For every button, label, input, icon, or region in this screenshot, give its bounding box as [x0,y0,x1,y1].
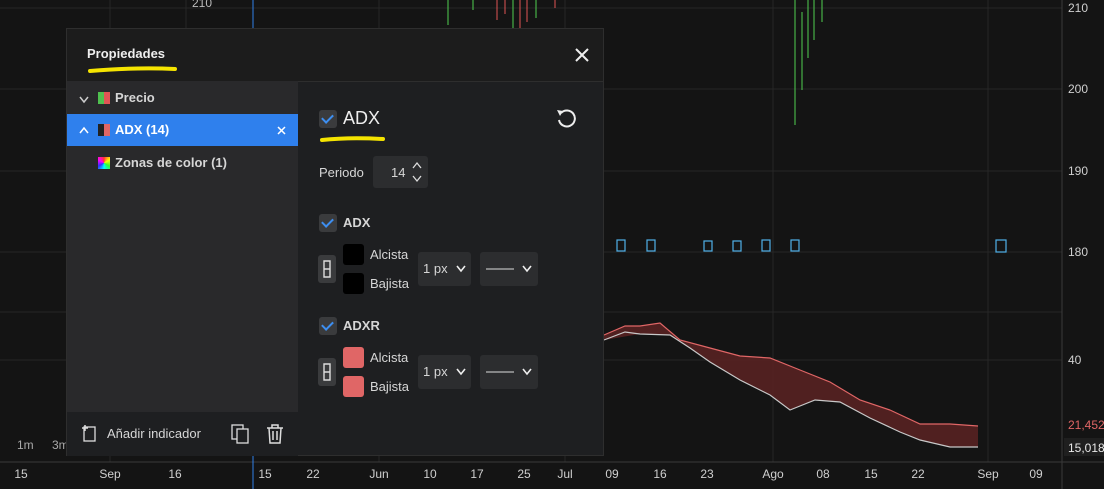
reset-button[interactable] [555,108,577,130]
period-label: Periodo [319,165,364,180]
width-value[interactable]: 1 px [423,364,448,379]
price-label: 210 [192,0,212,10]
adx-line [603,331,978,448]
time-label: 22 [306,467,320,481]
color-swatch[interactable] [343,244,364,265]
price-label: 210 [1068,1,1088,15]
dialog-header: Propiedades [67,29,603,82]
checkbox[interactable] [319,317,337,335]
link-button[interactable] [318,255,336,283]
time-label: Jun [369,467,388,481]
adxr-line [603,322,979,427]
price-label: 180 [1068,245,1088,259]
dialog-title: Propiedades [87,46,166,61]
line-style[interactable] [480,355,538,389]
time-label: 16 [653,467,667,481]
tree-item[interactable]: Precio [115,90,155,105]
time-label: 09 [605,467,619,481]
time-label: 10 [423,467,437,481]
last-value-label: 21,452 [1068,418,1104,432]
time-label: 09 [1029,467,1043,481]
style-dropdown[interactable] [480,252,538,286]
time-label: 16 [168,467,182,481]
width-dropdown[interactable]: 1 px [418,252,471,286]
checkbox[interactable] [319,214,337,232]
width-dropdown[interactable]: 1 px [418,355,471,389]
time-label: Sep [977,467,999,481]
color-swatch[interactable] [343,376,364,397]
series-icon [98,124,110,136]
time-label: 15 [258,467,272,481]
tree-item[interactable]: Zonas de color (1) [115,155,227,170]
rising-label: Alcista [370,350,409,365]
indicator-name: ADX [343,108,381,128]
color-swatch[interactable] [343,273,364,294]
bear-candles [496,0,556,28]
timeframe-button[interactable]: 3m [52,438,69,452]
link-button[interactable] [318,358,336,386]
bull-candles [447,0,823,125]
expand-icon[interactable] [79,126,89,134]
settings-panel: ADX Periodo 14 ADX Alcista Bajista 1 px ADXR… [298,81,603,456]
falling-label: Bajista [370,379,410,394]
collapse-icon[interactable] [79,96,89,104]
price-label: 200 [1068,82,1088,96]
time-label: 25 [517,467,531,481]
time-label: 17 [470,467,484,481]
last-value-label: 15,018 [1068,441,1104,455]
highlight [320,136,385,142]
add-icon[interactable] [81,424,97,442]
period-value[interactable]: 14 [391,165,406,180]
stepper[interactable] [411,160,423,184]
last-value-box [1064,415,1104,433]
series-icon [98,92,110,104]
event-icons [616,239,1007,253]
time-label: 08 [816,467,830,481]
style-dropdown[interactable] [480,355,538,389]
rising-label: Alcista [370,247,409,262]
selected-row[interactable]: ADX (14) [67,114,298,146]
time-label: 23 [700,467,714,481]
time-label: 22 [911,467,925,481]
checkbox[interactable] [319,110,337,128]
dropdown-arrow[interactable] [456,265,466,273]
width-value[interactable]: 1 px [423,261,448,276]
time-label: Jul [557,467,572,481]
line-style[interactable] [480,252,538,286]
color-zone-icon [98,157,110,169]
close-button[interactable] [575,48,589,62]
time-label: Sep [99,467,121,481]
color-swatch[interactable] [343,347,364,368]
last-value-box [1064,438,1104,456]
time-label: 15 [14,467,28,481]
indicator-fill [604,323,978,447]
plot-name: ADXR [343,318,380,333]
add-indicator-button[interactable]: Añadir indicador [107,426,201,441]
price-label: 190 [1068,164,1088,178]
time-label: Ago [762,467,784,481]
indicator-tree: Precio ADX (14) Zonas de color (1) Añadi… [67,81,298,456]
timeframe-button[interactable]: 1m [17,438,34,452]
time-label: 15 [864,467,878,481]
properties-dialog: Propiedades Precio ADX (14) Zonas de col… [66,28,604,456]
tree-footer: Añadir indicador [67,412,298,456]
highlight [88,66,177,73]
period-input[interactable]: 14 [373,156,428,188]
plot-name: ADX [343,215,371,230]
copy-button[interactable] [231,424,249,444]
falling-label: Bajista [370,276,410,291]
delete-button[interactable] [266,424,284,444]
remove-button[interactable] [277,126,286,135]
tree-item[interactable]: ADX (14) [115,122,170,137]
dropdown-arrow[interactable] [456,368,466,376]
price-label: 40 [1068,353,1082,367]
